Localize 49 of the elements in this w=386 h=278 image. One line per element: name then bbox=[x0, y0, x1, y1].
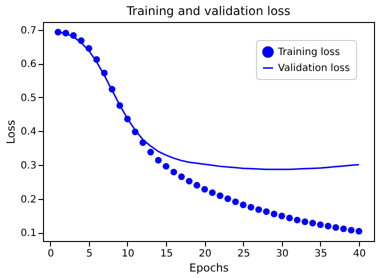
point bbox=[332, 224, 340, 231]
x-tick-label: 25 bbox=[237, 248, 250, 260]
y-tick-label: 0.5 bbox=[20, 92, 36, 104]
point bbox=[340, 225, 347, 232]
y-tick-label: 0.2 bbox=[20, 194, 36, 206]
y-tick-label: 0.6 bbox=[20, 59, 36, 70]
point bbox=[201, 186, 208, 193]
point bbox=[294, 216, 301, 224]
y-tick-label: 0.3 bbox=[20, 160, 36, 172]
y-tick-label: 0.1 bbox=[20, 228, 36, 240]
x-axis-title: Epochs bbox=[189, 262, 229, 274]
x-tick-label: 35 bbox=[314, 248, 328, 260]
point bbox=[286, 214, 293, 222]
point bbox=[209, 189, 216, 196]
chart-title: Training and validation loss bbox=[126, 4, 290, 18]
point bbox=[348, 226, 355, 234]
x-tick-label: 10 bbox=[122, 248, 134, 260]
point bbox=[232, 198, 239, 206]
point bbox=[216, 192, 224, 200]
point bbox=[270, 210, 278, 218]
x-tick-label: 20 bbox=[198, 248, 212, 260]
x-tick-label: 40 bbox=[353, 248, 366, 260]
point bbox=[154, 156, 162, 164]
y-axis-title: Loss bbox=[4, 120, 18, 144]
point bbox=[255, 206, 262, 213]
point bbox=[317, 221, 324, 228]
point bbox=[186, 178, 193, 185]
x-tick-label: 30 bbox=[276, 248, 289, 260]
legend-label: Validation loss bbox=[278, 63, 350, 74]
point bbox=[170, 168, 178, 176]
x-tick-label: 5 bbox=[86, 248, 93, 260]
point bbox=[356, 228, 362, 235]
point bbox=[162, 162, 170, 170]
point bbox=[302, 218, 308, 226]
x-tick-label: 0 bbox=[48, 248, 54, 260]
point bbox=[248, 204, 254, 211]
y-tick-label: 0.4 bbox=[20, 126, 36, 138]
legend-label: Training loss bbox=[277, 47, 340, 58]
point bbox=[147, 148, 154, 156]
point bbox=[278, 212, 286, 220]
point bbox=[194, 182, 200, 189]
point bbox=[224, 195, 232, 202]
y-tick-label: 0.7 bbox=[20, 25, 36, 36]
x-tick-label: 15 bbox=[160, 248, 173, 260]
point bbox=[178, 173, 185, 180]
point bbox=[309, 220, 316, 226]
point bbox=[263, 208, 270, 215]
point bbox=[324, 222, 332, 230]
point bbox=[240, 201, 247, 208]
